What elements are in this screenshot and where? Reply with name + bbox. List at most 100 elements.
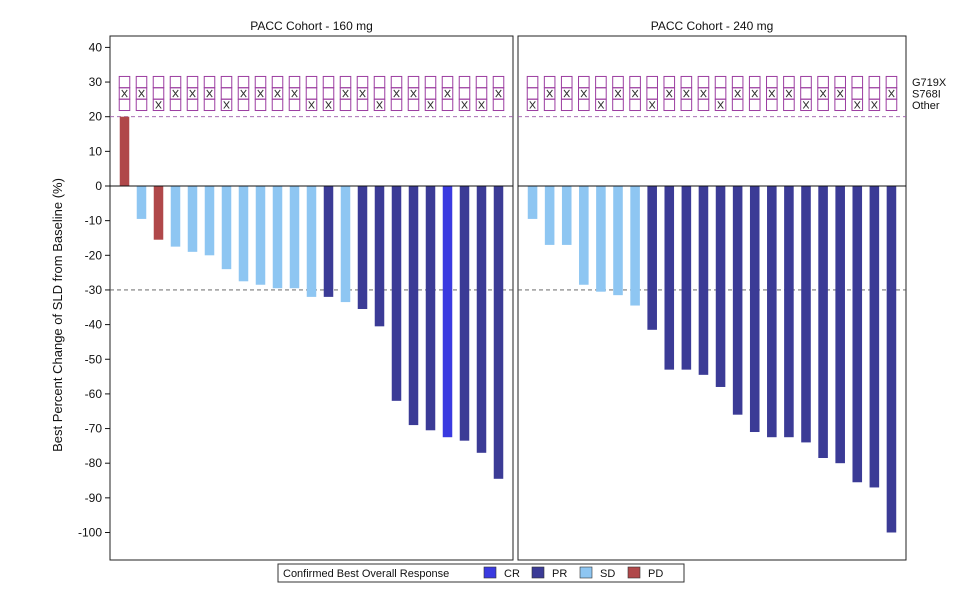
mutation-cross: [683, 89, 690, 98]
y-axis-title: Best Percent Change of SLD from Baseline…: [50, 178, 65, 452]
mutation-marker: [543, 75, 556, 112]
panel-title: PACC Cohort - 240 mg: [651, 19, 774, 33]
mutation-cell: [748, 98, 761, 112]
mutation-cross: [410, 89, 417, 98]
bar: [374, 186, 385, 327]
mutation-marker: [356, 75, 369, 112]
mutation-cell: [817, 98, 829, 112]
mutation-cell: [118, 75, 131, 89]
panel-frame: [517, 35, 907, 561]
mutation-marker: [731, 75, 744, 112]
mutation-cross: [274, 89, 281, 98]
bar: [170, 186, 181, 247]
mutation-cross: [427, 101, 434, 109]
mutation-marker: [714, 75, 727, 112]
mutation-cell: [731, 75, 744, 89]
panel-2: PACC Cohort - 240 mg: [517, 19, 907, 561]
mutation-cell: [203, 98, 216, 112]
mutation-cross: [888, 89, 895, 98]
mutation-cross: [121, 89, 128, 98]
mutation-cell: [697, 98, 710, 112]
mutation-cell: [885, 98, 898, 112]
mutation-cross: [614, 89, 622, 98]
mutation-cross: [308, 101, 315, 109]
mutation-cross: [700, 89, 707, 98]
mutation-marker: [800, 75, 812, 112]
mutation-cross: [495, 89, 502, 98]
mutation-marker: [118, 75, 131, 112]
y-tick-label: -70: [85, 422, 103, 436]
mutation-cell: [817, 75, 829, 89]
bar: [476, 186, 487, 453]
mutation-cell: [237, 98, 250, 112]
mutation-cell: [441, 98, 454, 112]
mutation-marker: [868, 75, 881, 112]
mutation-cell: [560, 75, 573, 89]
mutation-cell: [458, 87, 471, 100]
mutation-cell: [748, 75, 761, 89]
mutation-marker: [373, 75, 386, 112]
bar: [664, 186, 675, 370]
mutation-marker: [407, 75, 420, 112]
mutation-marker: [339, 75, 352, 112]
bar: [852, 186, 863, 483]
bar: [255, 186, 266, 285]
mutation-cell: [851, 75, 864, 89]
mutation-cell: [526, 75, 539, 89]
legend-swatch-pd: [627, 566, 641, 579]
mutation-cell: [578, 75, 590, 89]
mutation-cross: [478, 101, 485, 109]
bar: [442, 186, 453, 438]
bar: [801, 186, 811, 443]
mutation-cross: [666, 89, 673, 98]
mutation-cell: [612, 98, 624, 112]
mutation-cell: [766, 98, 778, 112]
mutation-cell: [186, 75, 199, 89]
mutation-cross: [257, 89, 264, 98]
mutation-cell: [766, 75, 778, 89]
y-axis: 40 30 20 10 0 -10 -20 -30 -40 -50 -60 -70 -80 -90 -100: [78, 40, 110, 540]
mutation-cell: [305, 87, 318, 100]
mutation-cell: [629, 75, 641, 89]
mutation-cell: [152, 87, 165, 100]
mutation-cell: [407, 75, 420, 89]
mutation-cell: [526, 87, 539, 100]
mutation-cross: [751, 89, 758, 98]
mutation-marker: [492, 75, 505, 112]
mutation-marker: [169, 75, 182, 112]
mutation-cell: [356, 98, 369, 112]
mutation-cross: [785, 89, 793, 98]
mutation-label: G719X: [912, 77, 947, 89]
mutation-cell: [135, 75, 148, 89]
mutation-marker: [783, 75, 795, 112]
mutation-marker: [237, 75, 250, 112]
mutation-label: S768I: [912, 88, 941, 100]
mutation-marker: [390, 75, 403, 112]
bar: [732, 186, 743, 415]
bar: [272, 186, 283, 289]
bar: [323, 186, 334, 297]
y-axis-title-group: Best Percent Change of SLD from Baseline…: [50, 178, 65, 452]
mutation-cell: [458, 75, 471, 89]
mutation-cell: [714, 87, 727, 100]
mutation-cell: [629, 98, 641, 112]
mutation-cell: [373, 87, 386, 100]
mutation-cross: [359, 89, 366, 98]
mutation-cell: [475, 87, 488, 100]
bar: [835, 186, 845, 464]
legend-title: Confirmed Best Overall Response: [283, 568, 449, 580]
y-tick-label: -50: [85, 352, 103, 366]
mutation-cell: [834, 75, 846, 89]
y-tick-label: 10: [89, 144, 103, 158]
y-tick-label: 0: [95, 179, 102, 193]
mutation-cell: [543, 75, 556, 89]
mutation-cross: [172, 89, 179, 98]
mutation-cross: [854, 101, 861, 109]
mutation-marker: [817, 75, 829, 112]
mutation-cross: [649, 101, 656, 109]
mutation-cell: [220, 75, 233, 89]
legend: Confirmed Best Overall Response CR PR SD…: [277, 563, 685, 583]
mutation-cell: [543, 98, 556, 112]
mutation-cell: [356, 75, 369, 89]
